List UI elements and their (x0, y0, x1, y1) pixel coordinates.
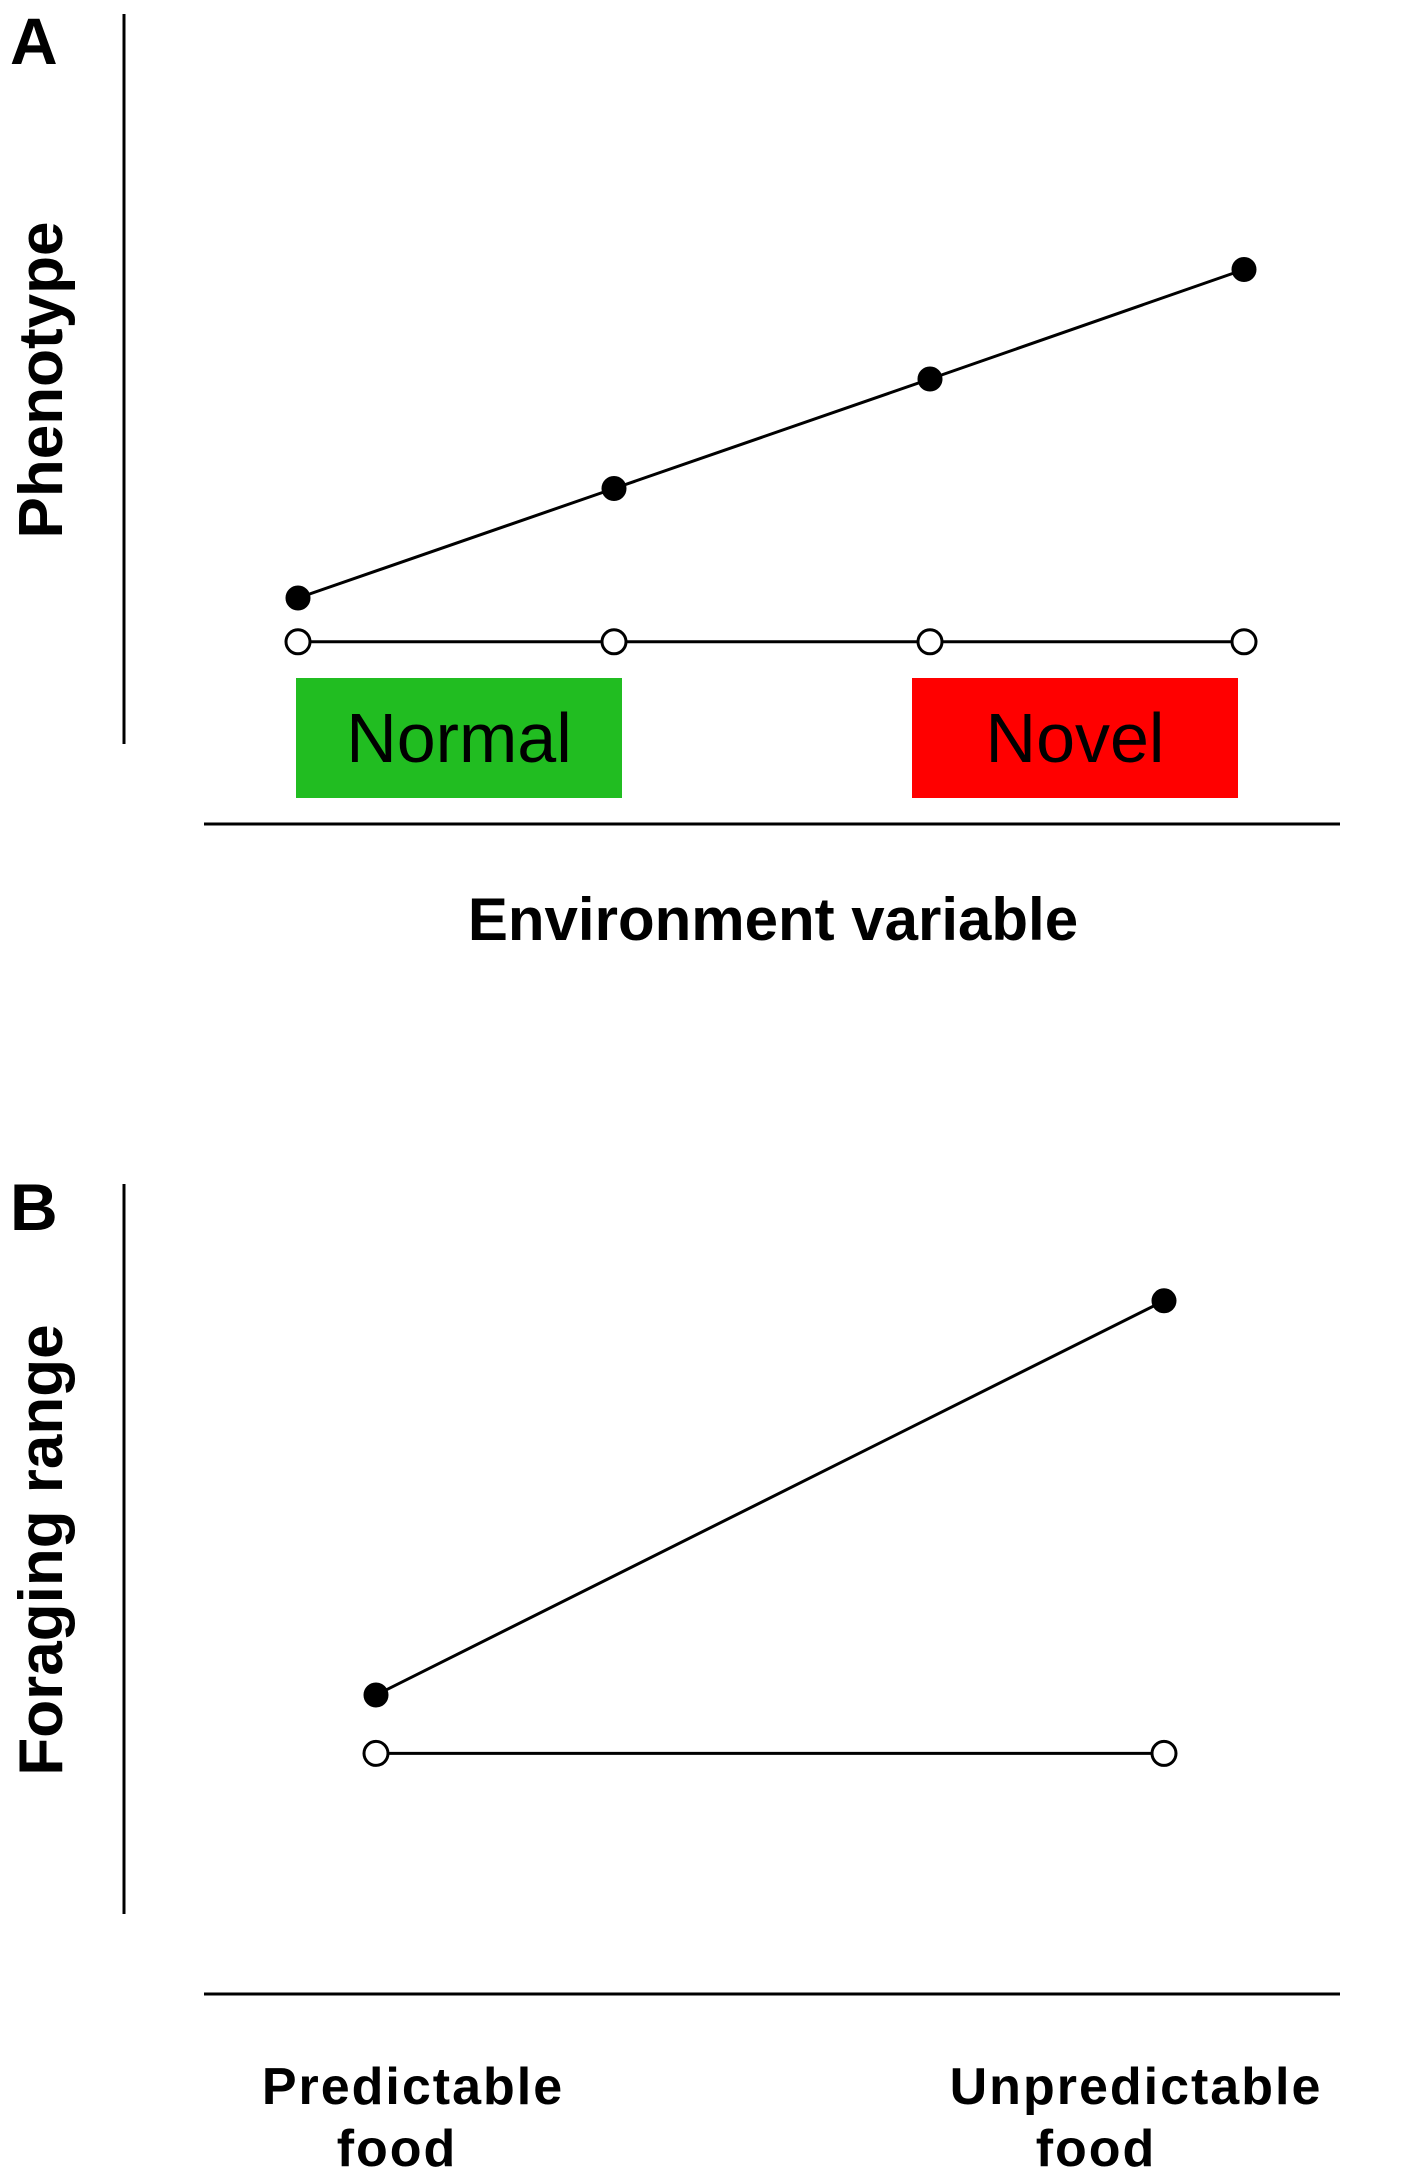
panel-b-letter: B (10, 1170, 58, 1244)
environment-box-normal (296, 678, 622, 798)
panel-a-x-axis-label: Environment variable (468, 886, 1078, 953)
panel-a-series (284, 257, 1258, 656)
panel-a-y-axis-label: Phenotype (7, 222, 76, 539)
category-label-1-line-1: Predictable (262, 2058, 564, 2116)
panel-b-series-1-line (375, 1299, 1165, 1697)
panel-b-series-1-point-1 (363, 1682, 389, 1708)
panel-b-series-2-point-1 (362, 1739, 390, 1767)
category-label-1-line-2: food (337, 2120, 458, 2178)
panel-b-y-axis-label: Foraging range (7, 1324, 76, 1775)
panel-a-series-2-point-2 (600, 628, 628, 656)
environment-label-normal: Normal (346, 699, 572, 777)
panel-b-series (362, 1288, 1178, 1767)
panel-a-series-2-point-3 (916, 628, 944, 656)
panel-b: B Foraging range PredictablefoodUnpredic… (7, 1170, 1340, 2178)
panel-a-series-1-point-3 (917, 366, 943, 392)
panel-b-series-2-point-2 (1150, 1739, 1178, 1767)
panel-a-series-1-line (297, 268, 1245, 600)
environment-box-novel (912, 678, 1238, 798)
panel-a-letter: A (10, 4, 58, 78)
category-label-2-line-2: food (1036, 2120, 1157, 2178)
panel-a-environment-boxes: Normal Novel (296, 678, 1238, 798)
panel-a: A Phenotype Environment variable Normal N… (7, 4, 1340, 953)
panel-b-series-1-point-2 (1151, 1288, 1177, 1314)
panel-a-series-1-point-4 (1231, 257, 1257, 282)
environment-label-novel: Novel (986, 699, 1165, 777)
panel-a-series-1-point-1 (285, 585, 311, 611)
panel-a-series-2-point-4 (1230, 628, 1258, 656)
panel-a-series-1-point-2 (601, 476, 627, 501)
category-label-2-line-1: Unpredictable (950, 2058, 1323, 2116)
panel-a-series-2-point-1 (284, 628, 312, 656)
